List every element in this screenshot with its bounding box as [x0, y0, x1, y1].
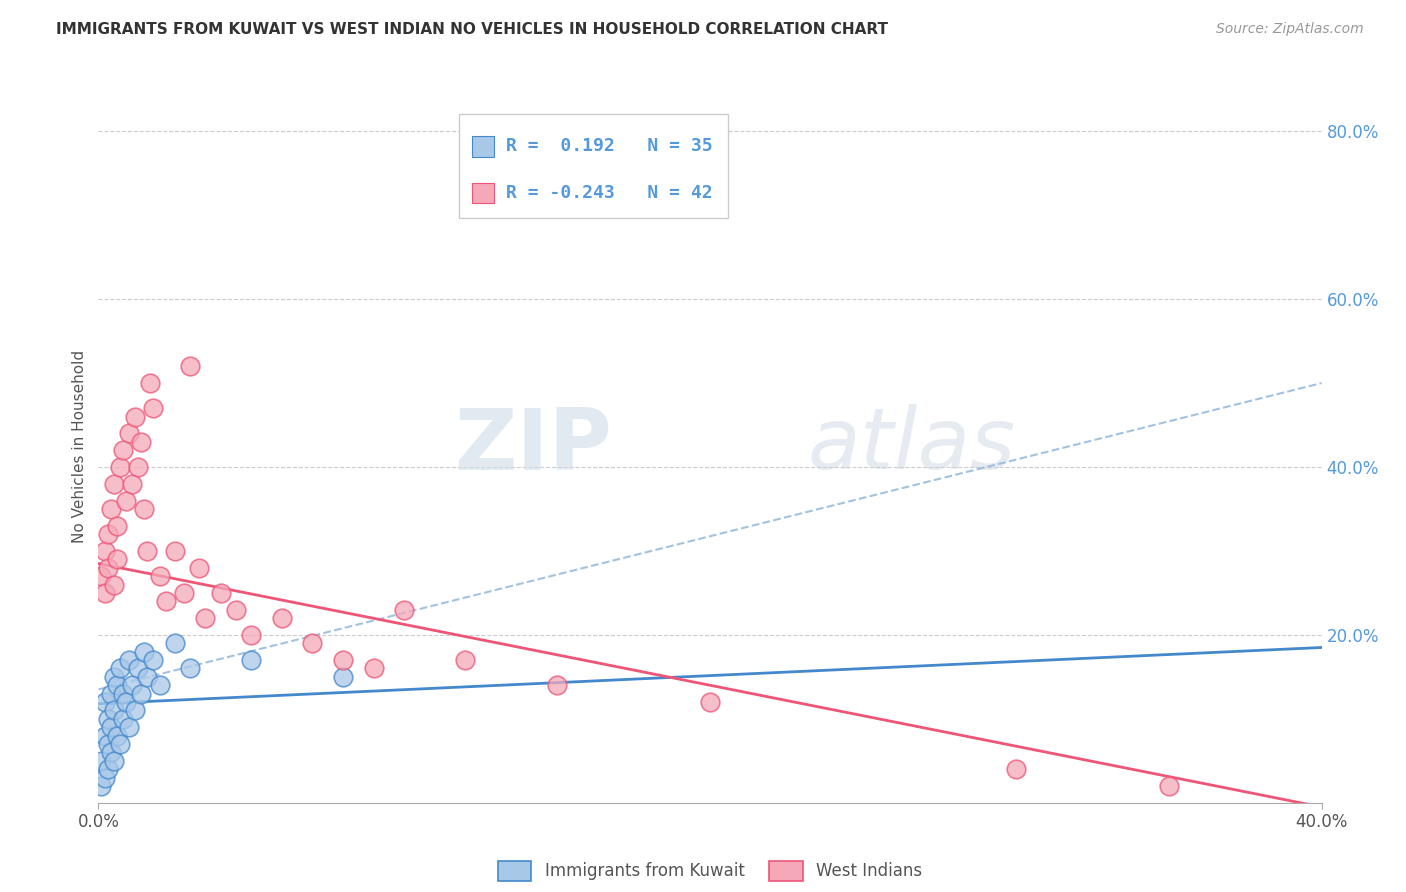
Point — [142, 401, 165, 416]
Point — [105, 552, 128, 566]
Text: R = -0.243   N = 42: R = -0.243 N = 42 — [506, 184, 713, 202]
Point — [90, 754, 112, 768]
Point — [149, 569, 172, 583]
Point — [115, 695, 138, 709]
Point — [121, 476, 143, 491]
FancyBboxPatch shape — [471, 183, 494, 203]
Point — [179, 661, 201, 675]
Point — [155, 594, 177, 608]
Point — [301, 636, 323, 650]
Point — [240, 653, 263, 667]
Point — [93, 729, 115, 743]
Point — [240, 628, 263, 642]
Point — [93, 771, 115, 785]
Text: IMMIGRANTS FROM KUWAIT VS WEST INDIAN NO VEHICLES IN HOUSEHOLD CORRELATION CHART: IMMIGRANTS FROM KUWAIT VS WEST INDIAN NO… — [56, 22, 889, 37]
Point — [121, 678, 143, 692]
Point — [127, 661, 149, 675]
Point — [454, 653, 477, 667]
Text: Source: ZipAtlas.com: Source: ZipAtlas.com — [1216, 22, 1364, 37]
Point — [100, 746, 122, 760]
Point — [105, 518, 128, 533]
Point — [124, 703, 146, 717]
Point — [134, 645, 156, 659]
Point — [332, 653, 354, 667]
Point — [118, 426, 141, 441]
Point — [134, 502, 156, 516]
Point — [136, 670, 159, 684]
Point — [332, 670, 354, 684]
Point — [225, 603, 247, 617]
Text: ZIP: ZIP — [454, 404, 612, 488]
Point — [103, 577, 125, 591]
Point — [97, 527, 120, 541]
Point — [173, 586, 195, 600]
Point — [392, 603, 416, 617]
Point — [93, 695, 115, 709]
Point — [115, 493, 138, 508]
Point — [139, 376, 162, 390]
Point — [129, 687, 152, 701]
Point — [111, 443, 134, 458]
Point — [105, 729, 128, 743]
Text: R =  0.192   N = 35: R = 0.192 N = 35 — [506, 137, 713, 155]
Point — [103, 476, 125, 491]
Point — [97, 560, 120, 574]
Point — [699, 695, 721, 709]
Point — [103, 703, 125, 717]
Point — [97, 712, 120, 726]
Point — [105, 678, 128, 692]
Point — [188, 560, 211, 574]
Point — [136, 544, 159, 558]
Point — [90, 569, 112, 583]
Point — [100, 502, 122, 516]
FancyBboxPatch shape — [460, 114, 728, 218]
Point — [103, 754, 125, 768]
Point — [103, 670, 125, 684]
Point — [118, 720, 141, 734]
Point — [1157, 779, 1180, 793]
Point — [90, 779, 112, 793]
Point — [111, 687, 134, 701]
Point — [127, 460, 149, 475]
Text: atlas: atlas — [808, 404, 1017, 488]
Point — [97, 737, 120, 751]
Point — [1004, 762, 1026, 776]
Legend: Immigrants from Kuwait, West Indians: Immigrants from Kuwait, West Indians — [491, 855, 929, 888]
Point — [179, 359, 201, 374]
Point — [124, 409, 146, 424]
Point — [108, 661, 131, 675]
FancyBboxPatch shape — [471, 136, 494, 157]
Point — [149, 678, 172, 692]
Point — [111, 712, 134, 726]
Point — [93, 586, 115, 600]
Point — [100, 720, 122, 734]
Point — [108, 737, 131, 751]
Point — [546, 678, 568, 692]
Point — [363, 661, 385, 675]
Point — [194, 611, 217, 625]
Point — [100, 687, 122, 701]
Point — [163, 636, 186, 650]
Point — [93, 544, 115, 558]
Point — [118, 653, 141, 667]
Point — [163, 544, 186, 558]
Point — [270, 611, 292, 625]
Point — [129, 434, 152, 449]
Point — [142, 653, 165, 667]
Point — [97, 762, 120, 776]
Y-axis label: No Vehicles in Household: No Vehicles in Household — [72, 350, 87, 542]
Point — [108, 460, 131, 475]
Point — [209, 586, 232, 600]
